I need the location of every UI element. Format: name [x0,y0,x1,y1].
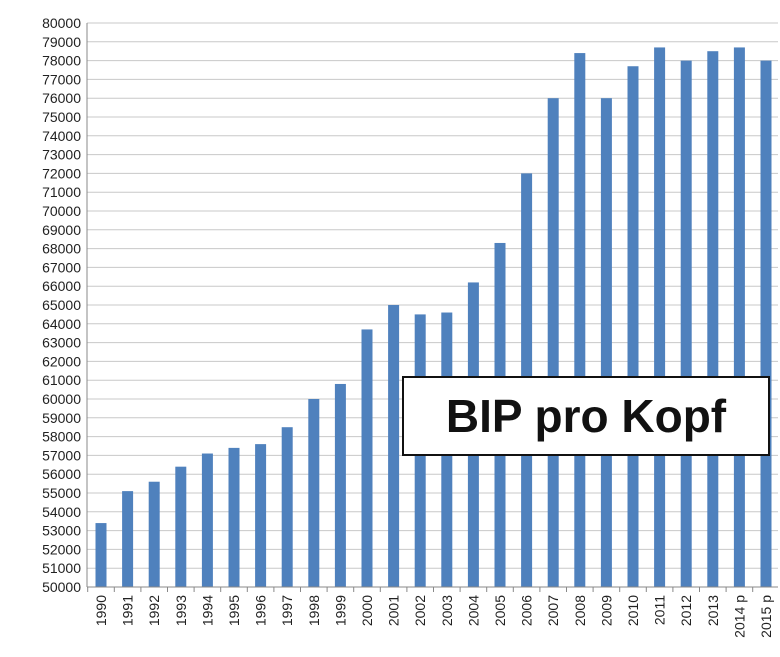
bar-1993 [175,466,187,587]
bars [95,47,772,588]
y-tick-label: 75000 [42,109,81,125]
bar-1998 [308,399,320,587]
y-tick-label: 54000 [42,504,81,520]
x-tick-label: 2010 [625,595,641,626]
x-tick-label: 1997 [279,595,295,626]
bar-2013 [707,51,719,587]
y-tick-label: 51000 [42,560,81,576]
x-tick-label: 2004 [465,595,481,626]
y-tick-label: 65000 [42,297,81,313]
bar-1991 [122,491,134,587]
bar-2007 [547,98,559,587]
y-tick-label: 58000 [42,429,81,445]
bar-2014-p [733,47,745,587]
x-tick-label: 2006 [519,595,535,626]
x-tick-label: 2005 [492,595,508,626]
bar-2015-p [760,60,772,588]
x-tick-label: 2012 [678,595,694,626]
x-tick-label: 2013 [705,595,721,626]
bar-1997 [281,427,293,587]
x-tick-label: 2002 [412,595,428,626]
y-tick-label: 73000 [42,147,81,163]
bar-2008 [574,53,586,587]
y-tick-label: 66000 [42,278,81,294]
x-tick-label: 2003 [439,595,455,626]
x-tick-label: 1995 [226,595,242,626]
y-tick-label: 57000 [42,447,81,463]
x-tick-labels: 1990 1991 1992 1993 1994 1995 1996 1997 1998 1999… [93,595,774,638]
x-tick-label: 2001 [386,595,402,626]
y-tick-label: 62000 [42,353,81,369]
y-tick-label: 64000 [42,316,81,332]
bar-1995 [228,447,240,587]
x-tick-label: 1993 [173,595,189,626]
x-tick-label: 2008 [572,595,588,626]
y-tick-label: 71000 [42,184,81,200]
y-tick-label: 63000 [42,335,81,351]
y-tick-labels: 50000 51000 52000 53000 54000 55000 56000 57000… [42,15,81,595]
y-tick-label: 72000 [42,165,81,181]
axes [86,23,778,592]
y-tick-label: 50000 [42,579,81,595]
y-tick-label: 70000 [42,203,81,219]
y-tick-label: 78000 [42,53,81,69]
bar-1992 [148,481,160,587]
y-tick-label: 52000 [42,541,81,557]
y-tick-label: 53000 [42,523,81,539]
bar-2000 [361,329,373,587]
y-tick-label: 67000 [42,259,81,275]
bar-1999 [334,383,346,587]
y-tick-label: 60000 [42,391,81,407]
x-tick-label: 1990 [93,595,109,626]
bar-2012 [680,60,692,588]
bar-2001 [388,305,400,587]
y-tick-label: 61000 [42,372,81,388]
y-tick-label: 56000 [42,466,81,482]
x-tick-label: 2015 p [758,595,774,638]
y-tick-label: 55000 [42,485,81,501]
bar-1990 [95,523,107,587]
bar-2009 [600,98,612,587]
y-tick-label: 68000 [42,241,81,257]
bar-1994 [201,453,213,587]
y-tick-label: 59000 [42,410,81,426]
x-tick-label: 2000 [359,595,375,626]
x-tick-label: 1999 [332,595,348,626]
bar-2010 [627,66,639,588]
chart-annotation: BIP pro Kopf [402,376,770,456]
bar-2011 [654,47,666,587]
x-tick-label: 2009 [598,595,614,626]
x-tick-label: 2014 p [731,595,747,638]
y-tick-label: 76000 [42,90,81,106]
x-tick-label: 1992 [146,595,162,626]
y-tick-label: 77000 [42,71,81,87]
y-tick-label: 79000 [42,34,81,50]
bar-1996 [255,444,267,587]
x-tick-label: 2011 [652,595,668,625]
x-tick-label: 1996 [253,595,269,626]
y-tick-label: 74000 [42,128,81,144]
x-tick-label: 2007 [545,595,561,626]
x-tick-label: 1994 [199,595,215,626]
y-tick-label: 80000 [42,15,81,31]
x-tick-label: 1998 [306,595,322,626]
y-tick-label: 69000 [42,222,81,238]
gridlines [87,22,778,588]
x-tick-label: 1991 [120,595,136,626]
